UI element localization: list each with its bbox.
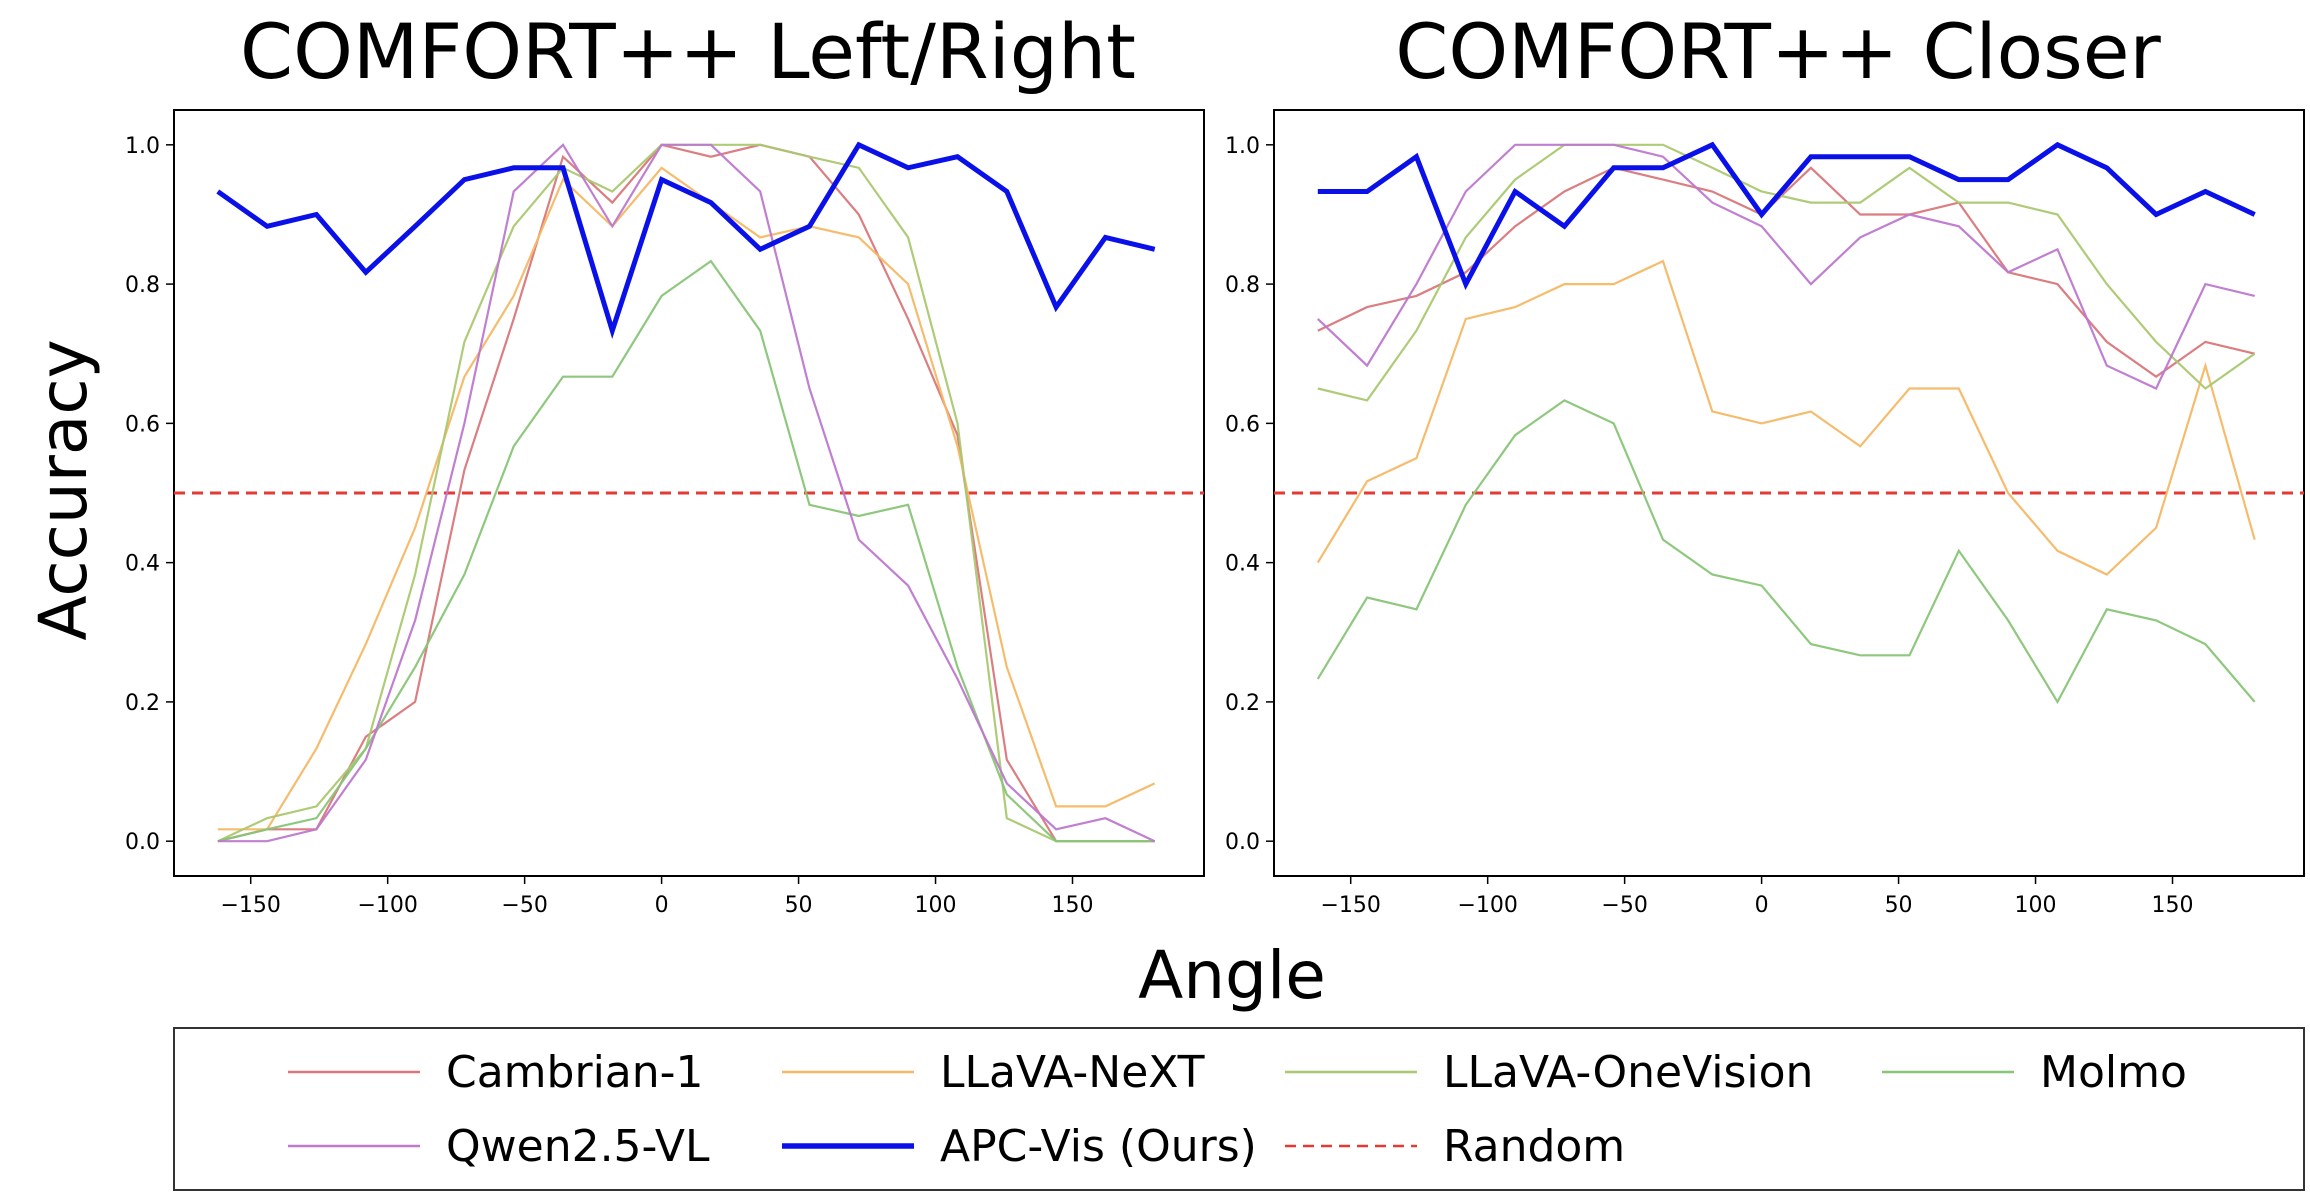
series-line-molmo (217, 259, 1155, 843)
series-line-llava-next (217, 166, 1156, 831)
x-tick-label: −100 (1457, 893, 1517, 918)
legend-label: LLaVA-OneVision (1443, 1047, 1813, 1098)
x-tick-label: 100 (2015, 893, 2057, 918)
series-group (1316, 141, 2256, 705)
series-line-cambrian-1 (217, 143, 1155, 843)
y-tick-label: 0.8 (125, 273, 160, 298)
legend-item-llava-next: LLaVA-NeXT (782, 1047, 1205, 1098)
x-tick-label: 0 (1755, 893, 1769, 918)
y-tick-label: 0.2 (125, 691, 160, 716)
legend-label: Molmo (2040, 1047, 2187, 1098)
legend-item-qwen2-5-vl: Qwen2.5-VL (288, 1121, 710, 1172)
legend-frame (173, 1027, 2305, 1191)
series-line-apc-vis-ours (216, 141, 1156, 340)
series-line-molmo (1316, 399, 2256, 705)
legend-label: Random (1443, 1121, 1625, 1172)
x-tick-label: 150 (2152, 893, 2194, 918)
y-tick-label: 0.0 (125, 830, 160, 855)
x-tick-label: −100 (357, 893, 417, 918)
axes: −150 −100 −50 0 50 100 150 0.0 0.2 0.4 0.6 0.8 1.0 (1225, 134, 2194, 918)
y-tick-label: 0.6 (1225, 412, 1260, 437)
y-tick-label: 0.6 (125, 412, 160, 437)
legend-item-apc-vis-ours: APC-Vis (Ours) (782, 1121, 1257, 1172)
x-tick-label: 100 (915, 893, 957, 918)
series-line-qwen2-5-vl (217, 143, 1156, 843)
x-tick-label: −150 (220, 893, 280, 918)
series-line-cambrian-1 (1317, 166, 2255, 379)
x-tick-label: 150 (1052, 893, 1094, 918)
panel-closer: COMFORT++ Closer −150 −100 −50 0 50 100 150 0.0… (1225, 7, 2305, 918)
y-tick-label: 0.2 (1225, 691, 1260, 716)
legend-item-molmo: Molmo (1882, 1047, 2187, 1098)
legend-item-llava-onevision: LLaVA-OneVision (1285, 1047, 1813, 1098)
chart-title: COMFORT++ Left/Right (240, 7, 1136, 96)
x-tick-label: 50 (785, 893, 813, 918)
x-tick-label: 0 (655, 893, 669, 918)
chart-title: COMFORT++ Closer (1395, 7, 2161, 96)
y-tick-label: 0.4 (125, 552, 160, 577)
legend-label: LLaVA-NeXT (940, 1047, 1205, 1098)
legend-item-random: Random (1285, 1121, 1625, 1172)
legend: Cambrian-1 LLaVA-NeXT LLaVA-OneVision Molmo… (173, 1027, 2305, 1191)
x-tick-label: −150 (1320, 893, 1380, 918)
y-tick-label: 0.8 (1225, 273, 1260, 298)
y-tick-label: 1.0 (125, 134, 160, 159)
y-tick-label: 1.0 (1225, 134, 1260, 159)
y-tick-label: 0.4 (1225, 552, 1260, 577)
legend-label: Cambrian-1 (446, 1047, 704, 1098)
legend-label: Qwen2.5-VL (446, 1121, 710, 1172)
legend-label: APC-Vis (Ours) (940, 1121, 1257, 1172)
axes: −150 −100 −50 0 50 100 150 0.0 0.2 0.4 0.6 0.8 1.0 (125, 134, 1094, 918)
series-group (216, 141, 1156, 843)
x-axis-label: Angle (1138, 937, 1326, 1014)
series-line-llava-next (1316, 259, 2256, 576)
y-axis-label: Accuracy (25, 339, 102, 640)
series-line-apc-vis-ours (1317, 141, 2256, 291)
x-tick-label: 50 (1885, 893, 1913, 918)
series-line-qwen2-5-vl (1317, 143, 2255, 390)
x-tick-label: −50 (1601, 893, 1647, 918)
series-line-llava-onevision (1317, 143, 2256, 402)
y-tick-label: 0.0 (1225, 830, 1260, 855)
legend-item-cambrian-1: Cambrian-1 (288, 1047, 704, 1098)
x-tick-label: −50 (501, 893, 547, 918)
panel-left-right: COMFORT++ Left/Right −150 −100 −50 0 50 100 15… (125, 7, 1205, 918)
